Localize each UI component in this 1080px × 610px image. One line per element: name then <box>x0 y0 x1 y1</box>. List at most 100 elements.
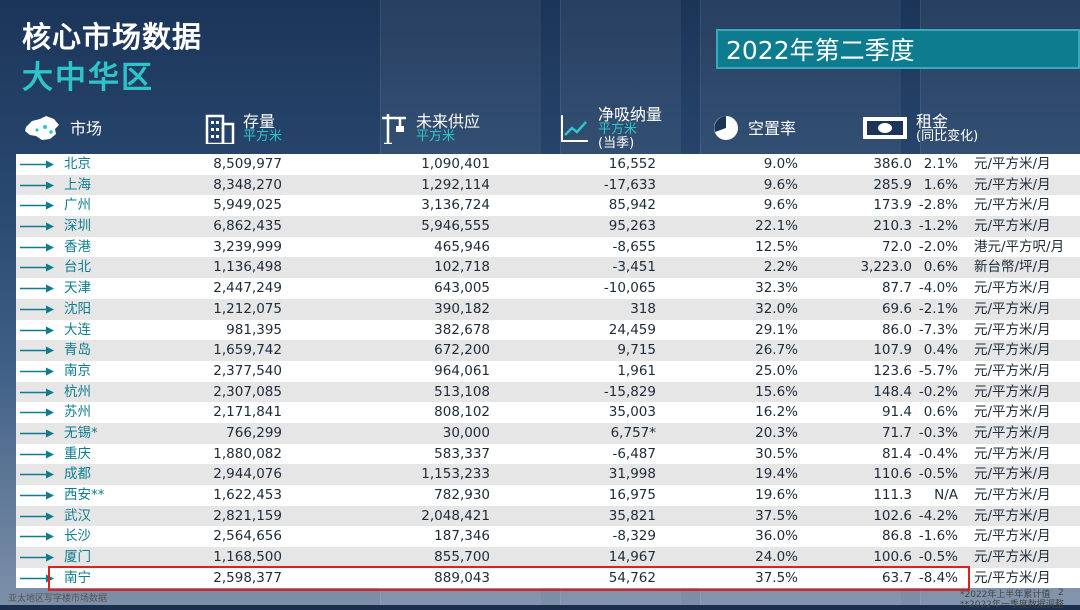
arrow-right-icon <box>20 547 54 562</box>
city-cell: 大连 <box>64 321 91 338</box>
stock-cell: 2,447,249 <box>213 280 282 297</box>
header-stock-label: 存量 <box>243 111 276 131</box>
arrow-right-icon <box>20 154 54 169</box>
city-cell: 广州 <box>64 197 91 214</box>
arrow-right-icon <box>20 526 54 541</box>
arrow-right-icon <box>20 423 54 438</box>
city-cell: 沈阳 <box>64 300 91 317</box>
table-row: 成都 2,944,076 1,153,233 31,998 19.4% 110.6 -0.5… <box>16 464 1080 485</box>
header-absorption-unit: 平方米 <box>598 121 638 137</box>
city-cell: 苏州 <box>64 404 91 421</box>
city-cell: 长沙 <box>64 528 91 545</box>
absorption-cell: 54,762 <box>608 569 656 586</box>
rent-cell: 110.6 <box>873 466 912 483</box>
future-supply-cell: 102,718 <box>434 259 490 276</box>
table-row: 深圳 6,862,435 5,946,555 95,263 22.1% 210.3 -1.2… <box>16 216 1080 237</box>
city-cell: 西安** <box>64 487 105 503</box>
stock-cell: 1,212,075 <box>213 300 282 317</box>
rent-unit-cell: 元/平方米/月 <box>974 300 1051 317</box>
rent-change-cell: -1.6% <box>918 528 958 545</box>
rent-unit-cell: 元/平方米/月 <box>974 176 1051 193</box>
arrow-right-icon <box>20 299 54 314</box>
absorption-cell: -8,655 <box>612 238 656 255</box>
absorption-cell: 35,821 <box>608 507 656 524</box>
page-number: 2 <box>1058 588 1064 598</box>
vacancy-cell: 37.5% <box>755 569 798 586</box>
stock-cell: 2,598,377 <box>213 569 282 586</box>
header-stock: 存量 平方米 <box>205 102 282 154</box>
rent-cell: 107.9 <box>873 342 912 359</box>
future-supply-cell: 808,102 <box>434 404 490 421</box>
future-supply-cell: 672,200 <box>434 342 490 359</box>
city-cell: 香港 <box>64 238 91 255</box>
pie-chart-icon <box>714 116 738 140</box>
arrow-right-icon <box>20 175 54 190</box>
quarter-banner: 2022年第二季度 <box>716 29 1080 69</box>
arrow-right-icon <box>20 382 54 397</box>
city-cell: 成都 <box>64 466 91 483</box>
stock-cell: 8,509,977 <box>213 156 282 172</box>
rent-cell: 3,223.0 <box>860 259 912 276</box>
city-cell: 无锡* <box>64 424 98 441</box>
header-market-label: 市场 <box>70 118 103 138</box>
future-supply-cell: 643,005 <box>434 280 490 297</box>
rent-unit-cell: 元/平方米/月 <box>974 507 1051 524</box>
absorption-cell: 14,967 <box>608 549 656 566</box>
future-supply-cell: 187,346 <box>434 528 490 545</box>
rent-change-cell: -0.4% <box>918 445 958 462</box>
vacancy-cell: 25.0% <box>755 362 798 379</box>
arrow-right-icon <box>20 216 54 231</box>
table-row: 北京 8,509,977 1,090,401 16,552 9.0% 386.0 2.1% 元… <box>16 154 1080 175</box>
rent-unit-cell: 元/平方米/月 <box>974 549 1051 566</box>
rent-cell: 87.7 <box>881 280 912 297</box>
rent-unit-cell: 元/平方米/月 <box>974 321 1051 338</box>
header-future: 未来供应 平方米 <box>380 102 480 154</box>
rent-cell: 148.4 <box>873 383 912 400</box>
header-future-unit: 平方米 <box>416 128 456 144</box>
arrow-right-icon <box>20 195 54 210</box>
vacancy-cell: 36.0% <box>755 528 798 545</box>
city-cell: 武汉 <box>64 507 91 524</box>
arrow-right-icon <box>20 320 54 335</box>
rent-unit-cell: 元/平方米/月 <box>974 383 1051 400</box>
building-icon <box>205 114 235 144</box>
future-supply-cell: 889,043 <box>434 569 490 586</box>
arrow-right-icon <box>20 506 54 521</box>
absorption-cell: 95,263 <box>608 218 656 235</box>
absorption-cell: 16,975 <box>608 487 656 503</box>
china-map-icon <box>25 116 59 140</box>
header-rent-label: 租金 <box>916 111 949 131</box>
table-row: 上海 8,348,270 1,292,114 -17,633 9.6% 285.9 1.6%… <box>16 174 1080 196</box>
vacancy-cell: 9.6% <box>763 197 798 214</box>
city-cell: 天津 <box>64 280 91 297</box>
rent-unit-cell: 元/平方米/月 <box>974 466 1051 483</box>
city-cell: 南宁 <box>64 569 91 586</box>
table-row: 大连 981,395 382,678 24,459 29.1% 86.0 -7.3% 元/平方… <box>16 319 1080 341</box>
header-future-label: 未来供应 <box>416 111 481 131</box>
rent-change-cell: 0.6% <box>923 404 958 421</box>
future-supply-cell: 1,292,114 <box>421 176 490 193</box>
future-supply-cell: 1,090,401 <box>421 156 490 172</box>
rent-cell: 71.7 <box>881 424 912 441</box>
rent-cell: 69.6 <box>881 300 912 317</box>
footnote-h1: *2022年上半年累计值 <box>960 590 1051 600</box>
stock-cell: 2,377,540 <box>213 362 282 379</box>
footnote-left: 亚太地区写字楼市场数据 <box>8 594 108 604</box>
rent-unit-cell: 元/平方米/月 <box>974 280 1051 297</box>
city-cell: 南京 <box>64 362 91 379</box>
arrow-right-icon <box>20 464 54 479</box>
vacancy-cell: 29.1% <box>755 321 798 338</box>
rent-change-cell: -4.2% <box>918 507 958 524</box>
table-row: 长沙 2,564,656 187,346 -8,329 36.0% 86.8 -1.6% 元/… <box>16 526 1080 548</box>
rent-cell: 91.4 <box>881 404 912 421</box>
arrow-right-icon <box>20 340 54 355</box>
vacancy-cell: 19.4% <box>755 466 798 483</box>
header-rent-note: (同比变化) <box>916 128 979 144</box>
rent-unit-cell: 新台幣/坪/月 <box>974 259 1051 276</box>
rent-cell: 72.0 <box>881 238 912 255</box>
vacancy-cell: 37.5% <box>755 507 798 524</box>
rent-change-cell: -2.8% <box>918 197 958 214</box>
stock-cell: 6,862,435 <box>213 218 282 235</box>
stock-cell: 1,622,453 <box>213 487 282 503</box>
rent-cell: 285.9 <box>873 176 912 193</box>
